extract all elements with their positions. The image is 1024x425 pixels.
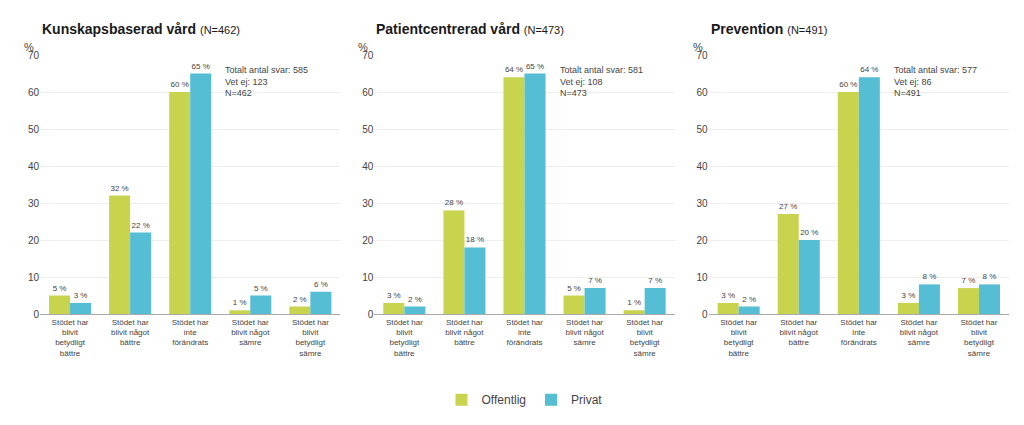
svg-text:0: 0	[33, 309, 39, 320]
svg-text:2 %: 2 %	[742, 295, 756, 304]
svg-text:40: 40	[28, 161, 40, 172]
svg-text:30: 30	[28, 198, 40, 209]
svg-text:0: 0	[368, 309, 374, 320]
svg-text:50: 50	[362, 124, 374, 135]
svg-text:Kunskapsbaserad vård (N=462): Kunskapsbaserad vård (N=462)	[42, 21, 240, 37]
svg-text:Stödet harblivitbetydligtsämre: Stödet harblivitbetydligtsämre	[626, 318, 663, 358]
svg-text:8 %: 8 %	[983, 272, 997, 281]
svg-text:32 %: 32 %	[110, 184, 128, 193]
svg-text:27 %: 27 %	[779, 202, 797, 211]
svg-text:Totalt antal svar: 581Vet ej:: Totalt antal svar: 581Vet ej: 108N=473	[560, 65, 643, 98]
svg-text:2 %: 2 %	[408, 295, 422, 304]
svg-text:40: 40	[696, 161, 708, 172]
svg-text:10: 10	[28, 272, 40, 283]
svg-text:Stödet harblivit någotbättre: Stödet harblivit någotbättre	[445, 318, 484, 348]
svg-text:20: 20	[696, 235, 708, 246]
svg-text:Stödet harblivitbetydligtsämre: Stödet harblivitbetydligtsämre	[292, 318, 329, 358]
svg-text:Stödet harblivit någotsämre: Stödet harblivit någotsämre	[231, 318, 270, 348]
svg-text:70: 70	[696, 50, 708, 61]
svg-text:7 %: 7 %	[648, 276, 662, 285]
svg-text:0: 0	[702, 309, 708, 320]
svg-text:%: %	[358, 41, 368, 53]
svg-text:1 %: 1 %	[233, 298, 247, 307]
svg-text:Stödet harblivitbetydligtbättr: Stödet harblivitbetydligtbättre	[52, 318, 89, 358]
svg-text:%: %	[693, 41, 703, 53]
svg-text:20: 20	[362, 235, 374, 246]
svg-text:3 %: 3 %	[901, 291, 915, 300]
svg-text:60 %: 60 %	[839, 80, 857, 89]
svg-text:2 %: 2 %	[293, 295, 307, 304]
svg-text:70: 70	[28, 50, 40, 61]
svg-text:64 %: 64 %	[505, 65, 523, 74]
svg-text:Stödet harblivit någotsämre: Stödet harblivit någotsämre	[565, 318, 604, 348]
svg-text:Prevention (N=491): Prevention (N=491)	[711, 21, 827, 37]
svg-text:1 %: 1 %	[627, 298, 641, 307]
svg-text:28 %: 28 %	[445, 198, 463, 207]
svg-text:5 %: 5 %	[567, 284, 581, 293]
svg-text:50: 50	[696, 124, 708, 135]
svg-text:3 %: 3 %	[387, 291, 401, 300]
svg-text:70: 70	[362, 50, 374, 61]
svg-text:Privat: Privat	[571, 393, 602, 407]
svg-text:Stödet harblivitbetydligtbättr: Stödet harblivitbetydligtbättre	[720, 318, 757, 358]
svg-text:10: 10	[696, 272, 708, 283]
svg-text:30: 30	[696, 198, 708, 209]
svg-text:20: 20	[28, 235, 40, 246]
svg-text:8 %: 8 %	[922, 272, 936, 281]
svg-text:22 %: 22 %	[132, 221, 150, 230]
svg-text:Patientcentrerad vård (N=473): Patientcentrerad vård (N=473)	[376, 21, 564, 37]
svg-text:18 %: 18 %	[466, 235, 484, 244]
svg-text:3 %: 3 %	[721, 291, 735, 300]
svg-text:Offentlig: Offentlig	[482, 393, 526, 407]
svg-text:Stödet harblivit någotbättre: Stödet harblivit någotbättre	[111, 318, 150, 348]
svg-text:Totalt antal svar: 577Vet ej:: Totalt antal svar: 577Vet ej: 86N=491	[894, 65, 977, 98]
svg-text:60 %: 60 %	[171, 80, 189, 89]
svg-text:Stödet harblivit någotbättre: Stödet harblivit någotbättre	[780, 318, 819, 348]
svg-text:60: 60	[362, 87, 374, 98]
svg-text:10: 10	[362, 272, 374, 283]
svg-text:Stödet harinteförändrats: Stödet harinteförändrats	[840, 318, 877, 348]
svg-text:%: %	[24, 41, 34, 53]
svg-text:5 %: 5 %	[53, 284, 67, 293]
svg-text:7 %: 7 %	[962, 276, 976, 285]
svg-text:60: 60	[28, 87, 40, 98]
svg-text:Stödet harblivit någotsämre: Stödet harblivit någotsämre	[900, 318, 939, 348]
svg-text:6 %: 6 %	[314, 280, 328, 289]
svg-text:Totalt antal svar: 585Vet ej:: Totalt antal svar: 585Vet ej: 123N=462	[225, 65, 308, 98]
svg-text:Stödet harinteförändrats: Stödet harinteförändrats	[172, 318, 209, 348]
svg-text:60: 60	[696, 87, 708, 98]
svg-text:3 %: 3 %	[74, 291, 88, 300]
svg-text:Stödet harinteförändrats: Stödet harinteförändrats	[506, 318, 543, 348]
svg-text:20 %: 20 %	[800, 228, 818, 237]
svg-text:65 %: 65 %	[526, 62, 544, 71]
svg-text:7 %: 7 %	[588, 276, 602, 285]
svg-text:50: 50	[28, 124, 40, 135]
svg-text:40: 40	[362, 161, 374, 172]
svg-text:Stödet harblivitbetydligtsämre: Stödet harblivitbetydligtsämre	[960, 318, 997, 358]
svg-text:30: 30	[362, 198, 374, 209]
svg-text:64 %: 64 %	[860, 65, 878, 74]
svg-text:5 %: 5 %	[254, 284, 268, 293]
svg-text:Stödet harblivitbetydligtbättr: Stödet harblivitbetydligtbättre	[386, 318, 423, 358]
svg-text:65 %: 65 %	[192, 62, 210, 71]
